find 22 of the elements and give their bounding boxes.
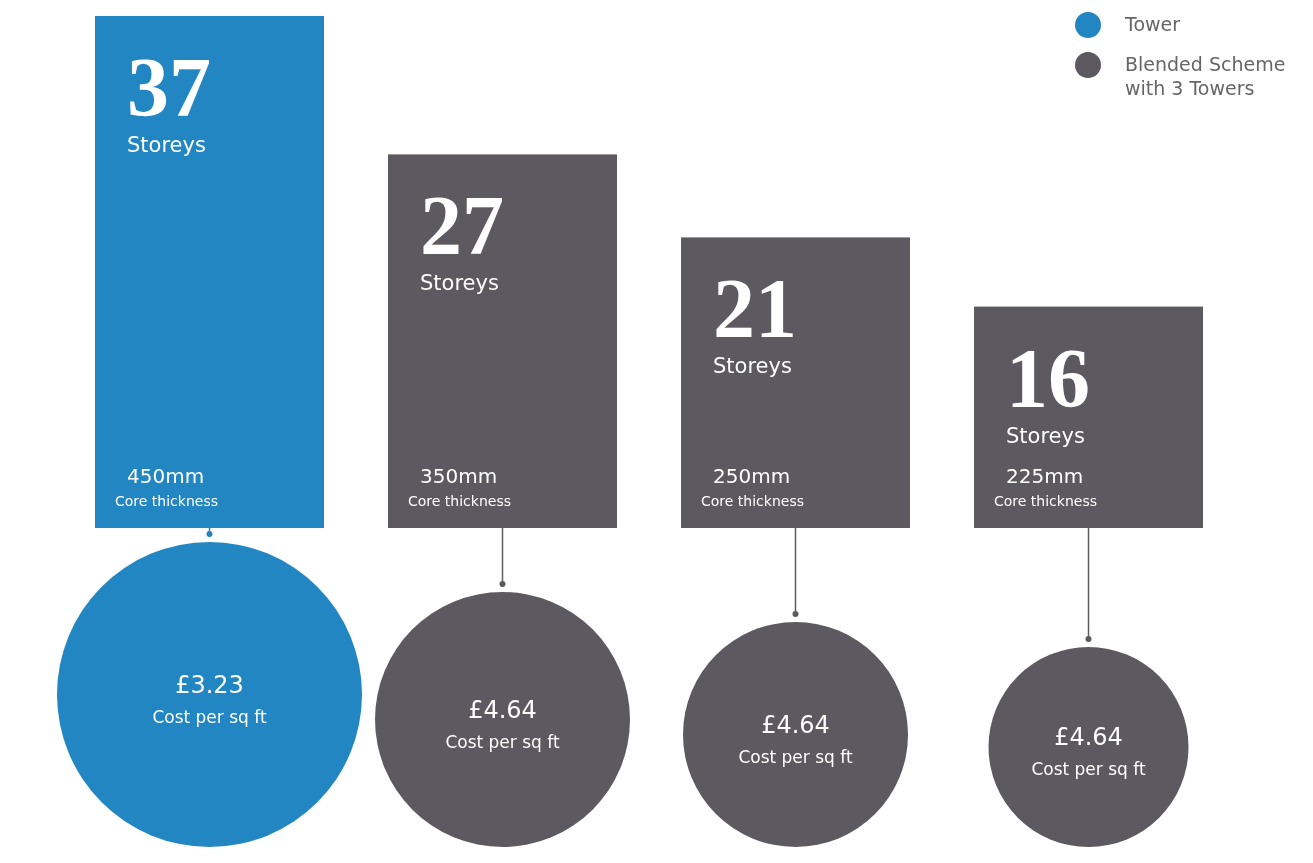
annotation: 450mm (127, 464, 205, 488)
annotation: Storeys (713, 354, 792, 379)
bar (388, 154, 617, 528)
bar (681, 237, 910, 528)
annotation: Core thickness (115, 493, 218, 509)
legend-label: Tower (1125, 12, 1181, 36)
annotation: 225mm (1006, 464, 1084, 488)
annotation: Core thickness (701, 493, 804, 509)
bar (95, 16, 324, 528)
data-label: 16 (1006, 331, 1090, 425)
data-label: 21 (713, 262, 797, 356)
annotation: Core thickness (994, 493, 1097, 509)
annotation: 250mm (713, 464, 791, 488)
data-label: 27 (420, 179, 504, 273)
annotation: Storeys (1006, 423, 1085, 448)
data-label: 37 (127, 41, 211, 134)
annotation: 350mm (420, 464, 498, 488)
annotation: Core thickness (408, 493, 511, 509)
annotation: Storeys (127, 133, 206, 157)
bar (974, 306, 1203, 528)
legend-label: Blended Scheme with 3 Towers (1125, 52, 1287, 100)
annotation: Storeys (420, 271, 499, 296)
